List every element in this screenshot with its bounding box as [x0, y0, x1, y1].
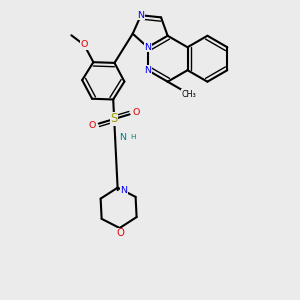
Text: H: H	[130, 134, 136, 140]
Text: CH₃: CH₃	[182, 90, 196, 99]
Text: N: N	[119, 133, 126, 142]
Text: N: N	[144, 43, 151, 52]
Text: S: S	[111, 112, 118, 125]
Text: N: N	[137, 11, 144, 20]
Text: O: O	[80, 40, 88, 50]
Text: O: O	[132, 108, 140, 117]
Text: N: N	[144, 66, 151, 75]
Text: N: N	[120, 186, 127, 195]
Text: O: O	[116, 228, 124, 238]
Text: O: O	[89, 121, 96, 130]
